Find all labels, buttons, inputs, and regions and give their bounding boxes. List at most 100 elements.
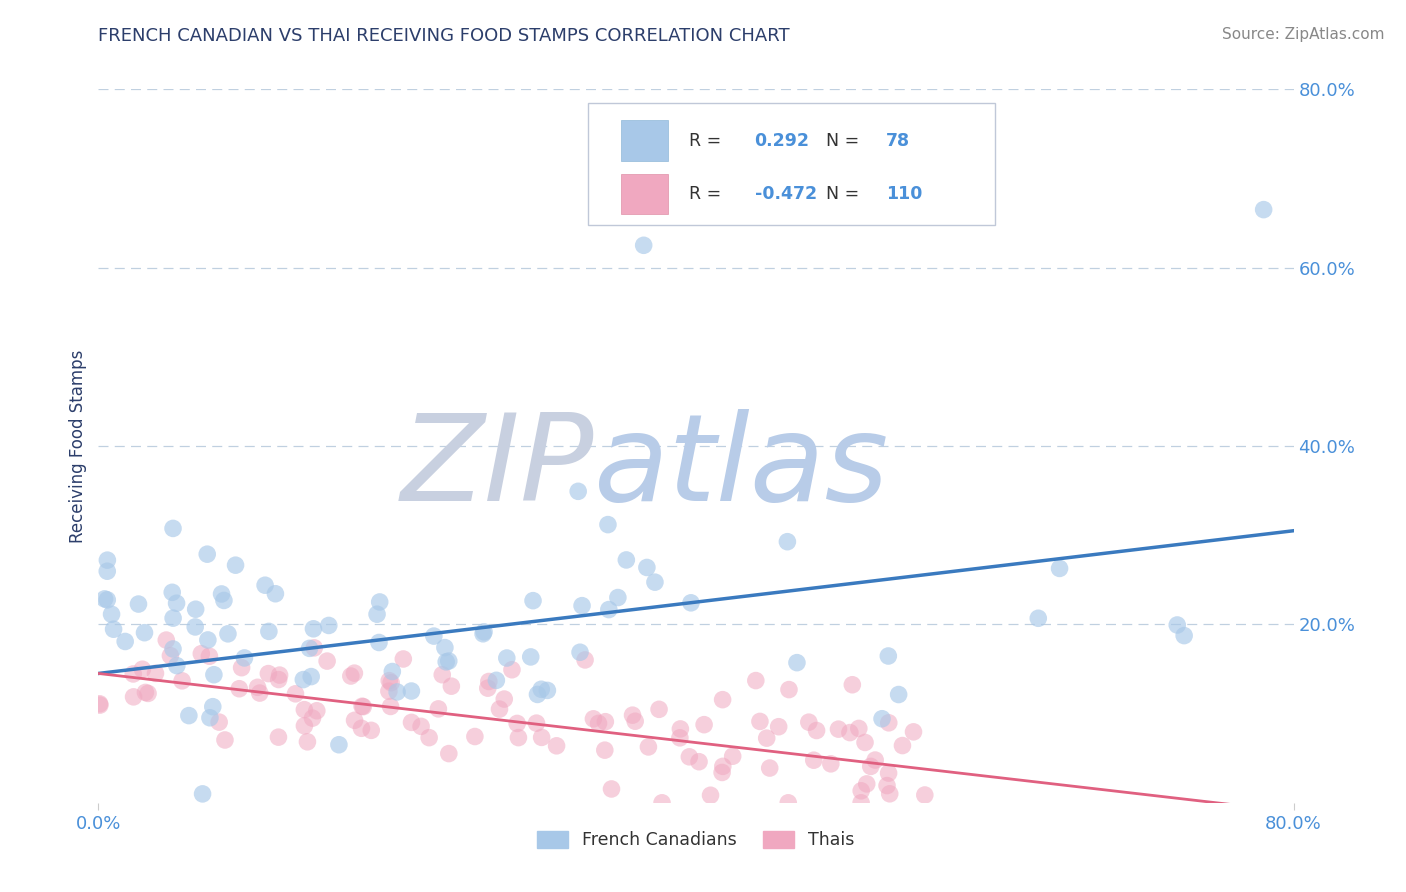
Point: [343, 666, 366, 681]
Point: [134, 685, 156, 699]
Point: [859, 759, 882, 773]
Point: [318, 618, 340, 632]
Text: -0.472: -0.472: [755, 186, 817, 203]
Point: [225, 558, 247, 573]
Point: [392, 652, 415, 666]
Legend: French Canadians, Thais: French Canadians, Thais: [530, 823, 862, 856]
Text: R =: R =: [689, 186, 727, 203]
Point: [546, 739, 568, 753]
Point: [316, 654, 339, 668]
Point: [100, 607, 122, 622]
Point: [284, 687, 307, 701]
Text: atlas: atlas: [595, 409, 890, 526]
Point: [418, 731, 440, 745]
Point: [876, 779, 898, 793]
Point: [530, 731, 553, 745]
Text: Source: ZipAtlas.com: Source: ZipAtlas.com: [1222, 27, 1385, 42]
Point: [501, 663, 523, 677]
Point: [131, 662, 153, 676]
Point: [231, 661, 253, 675]
Point: [217, 627, 239, 641]
Point: [778, 796, 800, 810]
Point: [292, 673, 315, 687]
Point: [614, 553, 637, 567]
Text: ZIP: ZIP: [401, 409, 595, 526]
Point: [745, 673, 768, 688]
Point: [593, 743, 616, 757]
Point: [190, 647, 212, 661]
Point: [711, 692, 734, 706]
Point: [197, 632, 219, 647]
Point: [427, 702, 450, 716]
Point: [851, 784, 873, 798]
Point: [294, 719, 316, 733]
Point: [778, 682, 800, 697]
Text: 110: 110: [886, 186, 922, 203]
Point: [172, 673, 194, 688]
Point: [401, 684, 423, 698]
Point: [522, 593, 544, 607]
FancyBboxPatch shape: [620, 120, 668, 161]
Point: [212, 593, 235, 607]
Point: [477, 681, 499, 695]
Point: [264, 587, 287, 601]
Point: [693, 717, 716, 731]
Point: [877, 766, 900, 780]
Point: [621, 708, 644, 723]
Point: [596, 517, 619, 532]
Point: [208, 715, 231, 730]
Point: [485, 673, 508, 688]
Point: [803, 753, 825, 767]
Point: [879, 787, 901, 801]
Point: [633, 238, 655, 252]
Point: [198, 711, 221, 725]
Point: [1026, 611, 1049, 625]
Point: [776, 534, 799, 549]
Point: [366, 607, 388, 622]
Text: R =: R =: [689, 132, 727, 150]
Point: [508, 731, 530, 745]
Point: [688, 755, 710, 769]
Point: [841, 678, 863, 692]
Point: [478, 674, 501, 689]
Point: [96, 564, 118, 578]
Point: [644, 575, 666, 590]
Point: [305, 704, 328, 718]
Point: [302, 622, 325, 636]
Point: [96, 553, 118, 567]
Point: [267, 673, 290, 687]
Point: [582, 712, 605, 726]
Point: [89, 697, 111, 711]
Point: [669, 722, 692, 736]
Point: [378, 673, 401, 688]
Point: [1173, 629, 1195, 643]
Point: [292, 703, 315, 717]
Point: [352, 699, 374, 714]
Point: [162, 611, 184, 625]
Point: [574, 653, 596, 667]
Point: [89, 698, 111, 712]
Point: [679, 596, 702, 610]
Point: [569, 645, 592, 659]
Point: [122, 690, 145, 704]
Point: [806, 723, 828, 738]
Point: [711, 759, 734, 773]
Point: [887, 688, 910, 702]
Point: [624, 714, 647, 729]
Point: [177, 708, 200, 723]
Point: [257, 666, 280, 681]
Text: 0.292: 0.292: [755, 132, 810, 150]
Text: FRENCH CANADIAN VS THAI RECEIVING FOOD STAMPS CORRELATION CHART: FRENCH CANADIAN VS THAI RECEIVING FOOD S…: [98, 27, 790, 45]
Point: [600, 781, 623, 796]
Point: [526, 716, 548, 731]
Point: [93, 591, 115, 606]
Point: [536, 683, 558, 698]
Point: [368, 595, 391, 609]
Point: [526, 688, 548, 702]
Point: [155, 633, 177, 648]
Point: [838, 725, 860, 739]
Point: [254, 578, 277, 592]
Point: [1049, 561, 1071, 575]
Point: [191, 787, 214, 801]
Point: [494, 692, 516, 706]
